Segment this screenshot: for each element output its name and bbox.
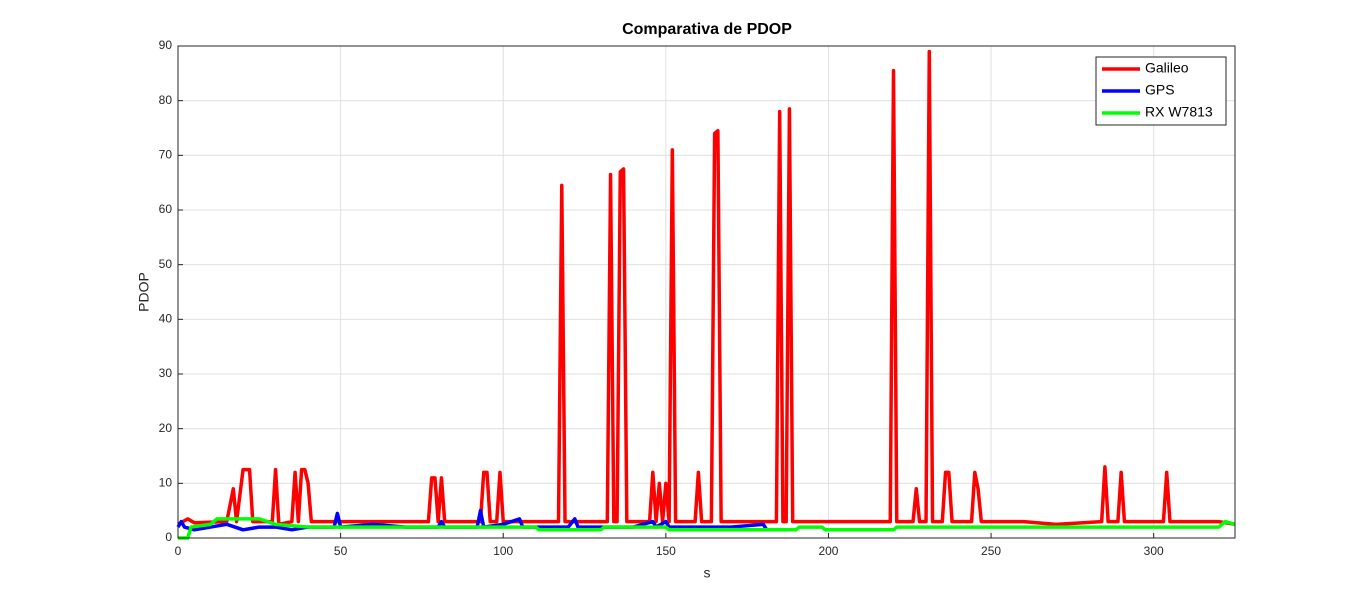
y-tick-label: 20: [159, 421, 173, 435]
y-tick-label: 60: [159, 202, 173, 216]
y-tick-label: 40: [159, 312, 173, 326]
x-tick-label: 150: [656, 544, 676, 558]
y-tick-label: 50: [159, 257, 173, 271]
series-line: [177, 49, 1236, 527]
y-tick-label: 80: [159, 93, 173, 107]
y-axis-label: PDOP: [136, 272, 152, 312]
x-tick-label: 100: [493, 544, 513, 558]
series-line: [178, 517, 1236, 540]
chart-title: Comparativa de PDOP: [622, 21, 792, 38]
x-tick-label: 0: [175, 544, 182, 558]
x-tick-label: 300: [1144, 544, 1164, 558]
axes-box: [177, 45, 1236, 539]
y-tick-label: 70: [159, 148, 173, 162]
legend-label: RX W7813: [1145, 104, 1213, 120]
x-tick-label: 250: [981, 544, 1001, 558]
x-tick-label: 50: [334, 544, 348, 558]
y-tick-label: 90: [159, 38, 173, 52]
y-tick-label: 0: [165, 530, 172, 544]
x-axis-label: s: [704, 565, 711, 581]
y-tick-label: 10: [159, 476, 173, 490]
y-tick-label: 30: [159, 366, 173, 380]
legend-label: GPS: [1145, 82, 1175, 98]
x-tick-label: 200: [818, 544, 838, 558]
legend-label: Galileo: [1145, 60, 1189, 76]
plot-area: [178, 46, 1235, 538]
